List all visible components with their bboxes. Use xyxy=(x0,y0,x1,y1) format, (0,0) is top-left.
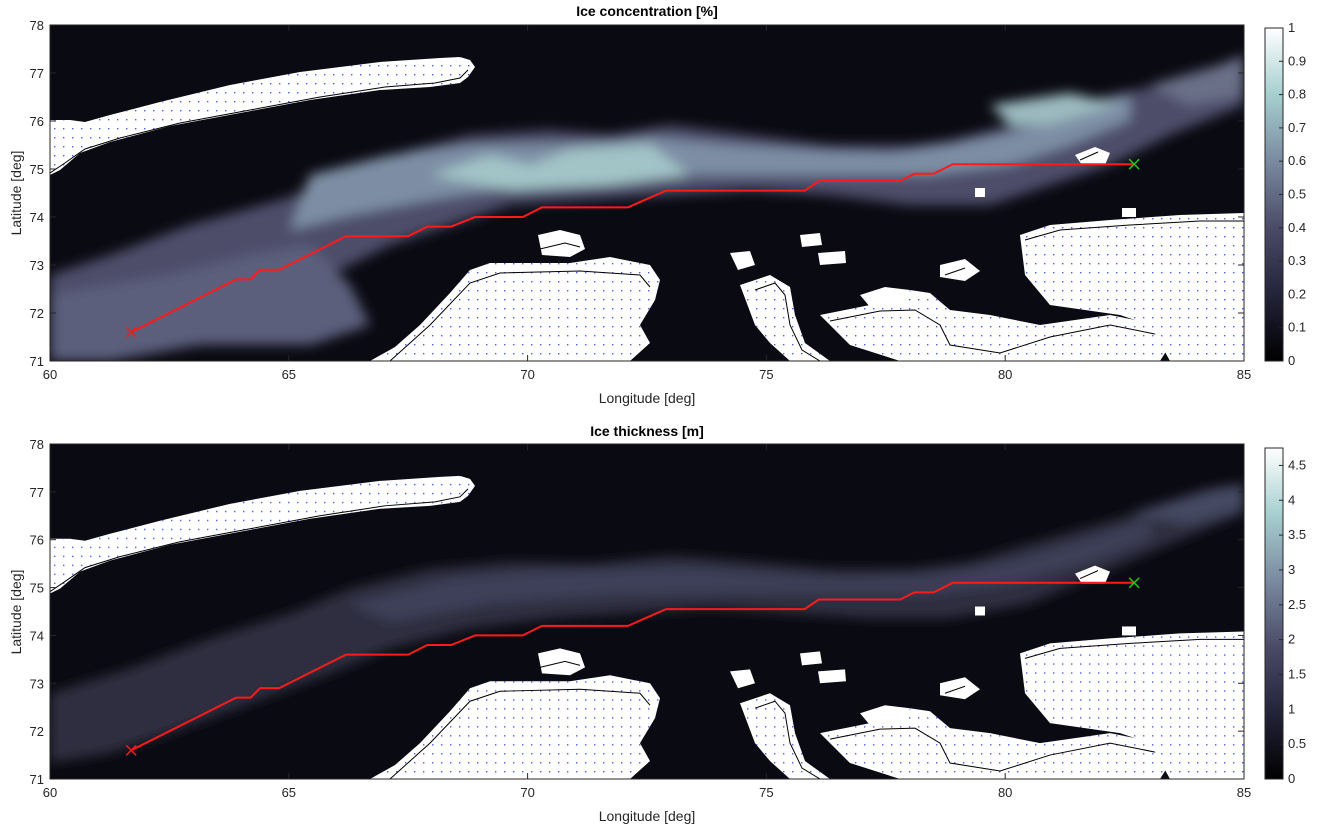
panel2-xlabel: Longitude [deg] xyxy=(599,808,696,824)
colorbar-tick-label: 0.2 xyxy=(1288,286,1306,301)
y-tick-label: 74 xyxy=(30,628,44,643)
colorbar-tick-label: 0.4 xyxy=(1288,220,1306,235)
x-tick-label: 60 xyxy=(43,785,57,800)
x-tick-label: 85 xyxy=(1237,367,1251,382)
colorbar-tick-label: 0.8 xyxy=(1288,87,1306,102)
y-tick-label: 73 xyxy=(30,258,44,273)
x-tick-label: 70 xyxy=(520,785,534,800)
panel2-start-marker xyxy=(125,744,137,756)
panel1-route-line xyxy=(130,163,1135,334)
y-tick-label: 77 xyxy=(30,485,44,500)
colorbar-tick-label: 0.3 xyxy=(1288,253,1306,268)
panel1-start-marker xyxy=(125,326,137,338)
colorbar-tick-label: 2 xyxy=(1288,632,1295,647)
x-tick-label: 80 xyxy=(998,785,1012,800)
y-tick-label: 76 xyxy=(30,114,44,129)
x-tick-label: 65 xyxy=(282,367,296,382)
x-tick-label: 70 xyxy=(520,367,534,382)
panel-ice-thickness: Ice thickness [m] 60 65 70 75 80 85 71 72 73 74 75… xyxy=(8,423,1306,824)
x-tick-label: 75 xyxy=(759,785,773,800)
y-tick-label: 73 xyxy=(30,676,44,691)
panel1-colorbar-ticks: 0 0.1 0.2 0.3 0.4 0.5 0.6 0.7 0.8 0.9 1 xyxy=(1279,20,1306,368)
y-tick-label: 75 xyxy=(30,581,44,596)
colorbar-tick-label: 0 xyxy=(1288,771,1295,786)
y-tick-label: 76 xyxy=(30,533,44,548)
x-tick-label: 60 xyxy=(43,367,57,382)
marker-stroke xyxy=(125,744,137,756)
panel2-end-marker xyxy=(1128,577,1140,589)
panel-ice-concentration: Ice concentration [%] 60 65 70 75 80 85 71 72 73… xyxy=(8,3,1306,406)
colorbar-tick-label: 0.6 xyxy=(1288,153,1306,168)
panel1-plot-frame xyxy=(49,24,1245,362)
panel2-colorbar-ticks: 0 0.5 1 1.5 2 2.5 3 3.5 4 4.5 xyxy=(1279,457,1306,786)
colorbar-tick-label: 1 xyxy=(1288,20,1295,35)
y-tick-label: 72 xyxy=(30,306,44,321)
colorbar-tick-label: 3 xyxy=(1288,562,1295,577)
panel1-xlabel: Longitude [deg] xyxy=(599,390,696,406)
colorbar-tick-label: 0.9 xyxy=(1288,53,1306,68)
colorbar-tick-label: 1.5 xyxy=(1288,666,1306,681)
marker-stroke xyxy=(1128,577,1140,589)
x-tick-label: 65 xyxy=(282,785,296,800)
marker-stroke xyxy=(125,326,137,338)
panel1-ylabel: Latitude [deg] xyxy=(8,151,24,236)
panel2-axes: 60 65 70 75 80 85 71 72 73 74 75 76 77 78 xyxy=(30,437,1252,800)
colorbar-tick-label: 0.7 xyxy=(1288,120,1306,135)
x-tick-label: 75 xyxy=(759,367,773,382)
y-tick-label: 74 xyxy=(30,210,44,225)
y-tick-label: 71 xyxy=(30,354,44,369)
y-tick-label: 75 xyxy=(30,162,44,177)
panel2-colorbar xyxy=(1264,447,1284,780)
y-tick-label: 78 xyxy=(30,18,44,33)
colorbar-tick-label: 4.5 xyxy=(1288,457,1306,472)
panel2-route-line xyxy=(130,581,1135,752)
colorbar-tick-label: 2.5 xyxy=(1288,597,1306,612)
colorbar-tick-label: 0 xyxy=(1288,353,1295,368)
colorbar-tick-label: 1 xyxy=(1288,701,1295,716)
y-tick-label: 71 xyxy=(30,772,44,787)
colorbar-tick-label: 0.5 xyxy=(1288,187,1306,202)
y-tick-label: 78 xyxy=(30,437,44,452)
colorbar-tick-label: 0.1 xyxy=(1288,320,1306,335)
x-tick-label: 80 xyxy=(998,367,1012,382)
y-tick-label: 77 xyxy=(30,66,44,81)
panel2-title: Ice thickness [m] xyxy=(590,423,704,439)
panel1-axes: 60 65 70 75 80 85 71 72 73 74 75 76 77 78 xyxy=(30,18,1252,382)
x-tick-label: 85 xyxy=(1237,785,1251,800)
y-tick-label: 72 xyxy=(30,724,44,739)
marker-stroke xyxy=(1128,158,1140,170)
panel2-plot-frame xyxy=(49,443,1245,780)
colorbar-tick-label: 3.5 xyxy=(1288,527,1306,542)
panel1-end-marker xyxy=(1128,158,1140,170)
panel2-ylabel: Latitude [deg] xyxy=(8,570,24,655)
colorbar-tick-label: 0.5 xyxy=(1288,736,1306,751)
colorbar-tick-label: 4 xyxy=(1288,492,1295,507)
panel1-title: Ice concentration [%] xyxy=(576,3,718,19)
